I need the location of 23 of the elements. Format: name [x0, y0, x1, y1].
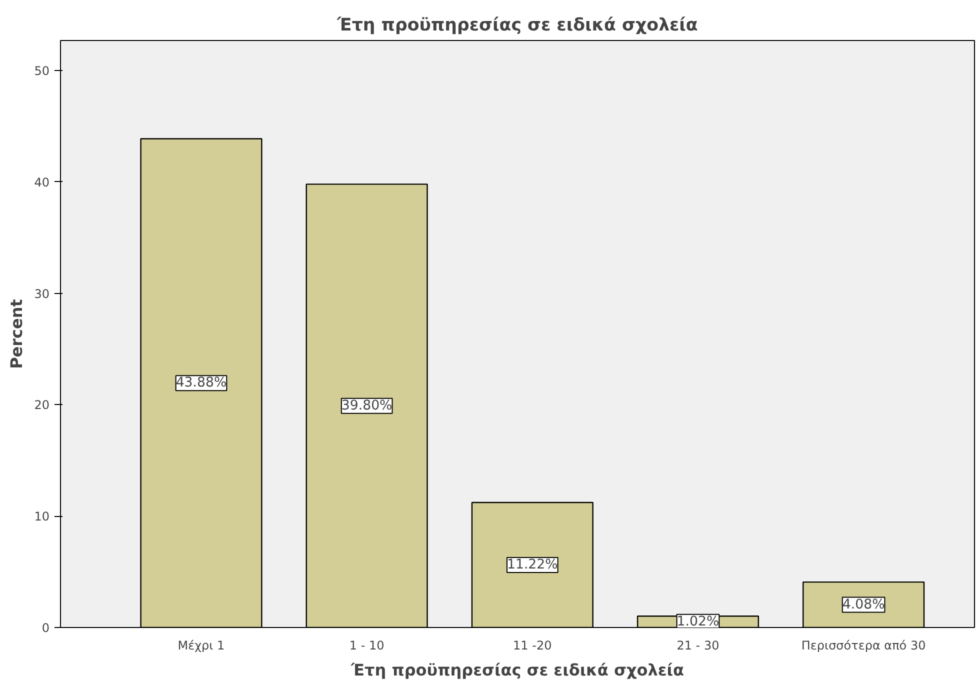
y-tick-label: 30 — [34, 286, 50, 301]
y-tick-label: 20 — [34, 398, 50, 412]
bar — [140, 138, 262, 628]
x-tick-label: 21 - 30 — [676, 638, 720, 652]
x-tick-label: 11 -20 — [513, 638, 552, 652]
y-tick-label: 0 — [42, 621, 50, 635]
data-label: 39.80% — [341, 398, 392, 414]
x-tick-label: 1 - 10 — [349, 638, 384, 652]
x-tick-label: Μέχρι 1 — [178, 638, 225, 652]
bar — [802, 581, 925, 628]
data-label: 4.08% — [842, 597, 885, 612]
bar — [306, 184, 428, 628]
data-label: 43.88% — [176, 376, 227, 391]
chart-title: Έτη προϋπηρεσίας σε ειδικά σχολεία — [336, 16, 698, 36]
x-tick-label: Περισσότερα από 30 — [801, 638, 926, 652]
y-tick-label: 40 — [34, 175, 50, 190]
x-axis-title: Έτη προϋπηρεσίας σε ειδικά σχολεία — [350, 660, 684, 680]
data-label: 1.02% — [676, 614, 720, 630]
bar — [471, 502, 594, 628]
data-label: 11.22% — [506, 558, 558, 573]
y-axis-title: Percent — [7, 298, 26, 369]
y-tick-label: 50 — [34, 64, 50, 78]
y-tick-label: 10 — [34, 510, 50, 524]
